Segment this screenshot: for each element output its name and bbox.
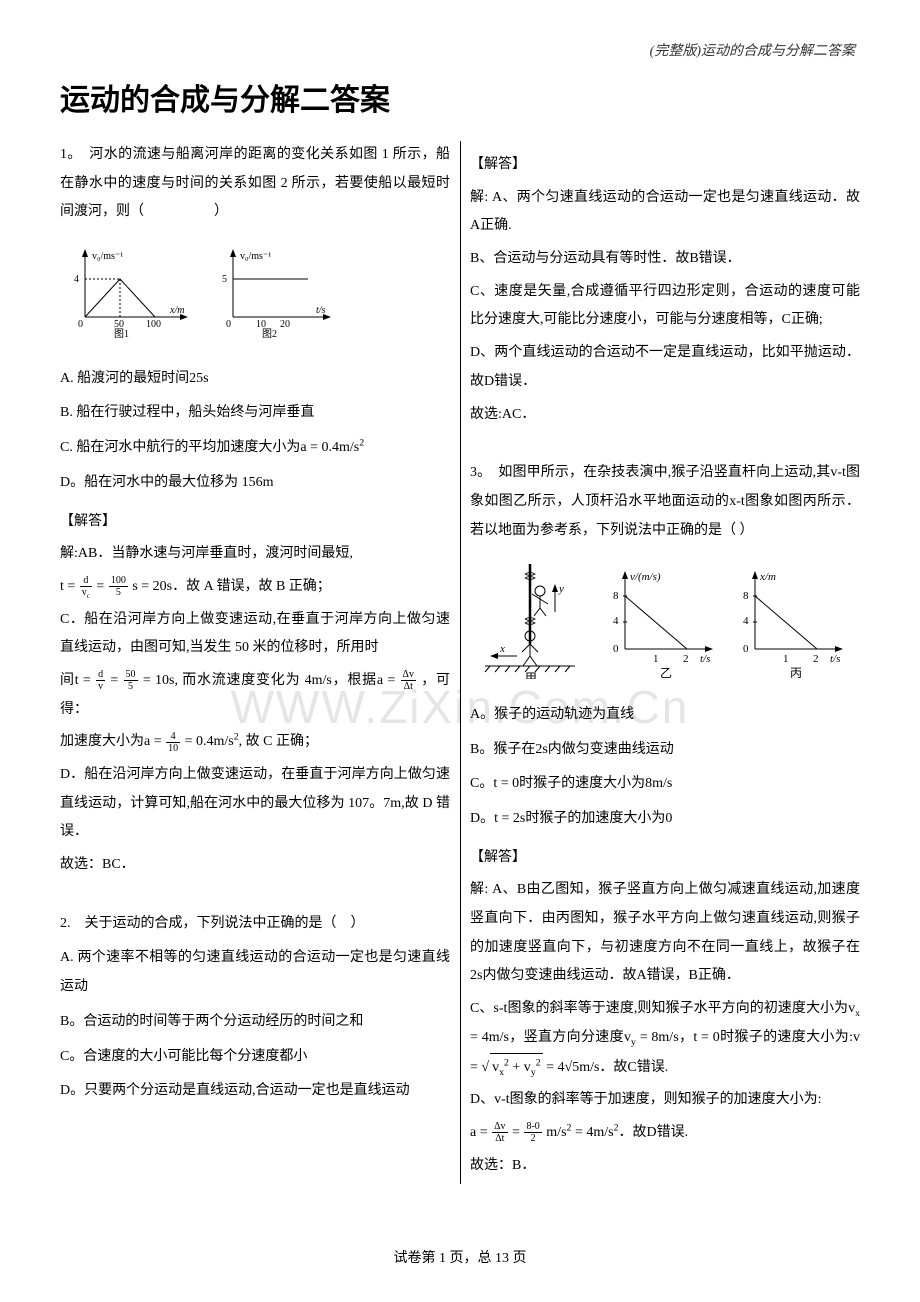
page-title: 运动的合成与分解二答案 (60, 75, 860, 119)
q1-fig2-ytick: 5 (222, 274, 227, 285)
q3-ans1: 解: A、B由乙图知，猴子竖直方向上做匀减速直线运动,加速度竖直向下．由丙图知，… (470, 876, 860, 991)
svg-text:2: 2 (683, 653, 689, 665)
q3-cap1: 甲 (525, 671, 537, 679)
q3-ans3: D、v-t图象的斜率等于加速度，则知猴子的加速度大小为: (470, 1086, 860, 1115)
q1-fig2-xlabel: t/s (316, 305, 326, 316)
svg-text:4: 4 (743, 615, 749, 627)
q3-choice-b: B。猴子在2s内做匀变速曲线运动 (470, 736, 860, 765)
svg-text:2: 2 (813, 653, 819, 665)
q2-choice-a: A. 两个速率不相等的匀速直线运动的合运动一定也是匀速直线运动 (60, 944, 450, 1001)
q1-ans7: 故选：BC． (60, 851, 450, 880)
q3-answer-label: 【解答】 (470, 844, 860, 873)
q1-choice-a: A. 船渡河的最短时间25s (60, 365, 450, 394)
q2-answer-label: 【解答】 (470, 151, 860, 180)
q1-prompt: 1。 河水的流速与船离河岸的距离的变化关系如图 1 所示，船在静水中的速度与时间… (60, 141, 450, 227)
svg-text:t/s: t/s (830, 653, 840, 665)
svg-text:8: 8 (743, 590, 749, 602)
q3-cap3: 丙 (790, 666, 802, 679)
q1-fig1-caption: 图1 (114, 328, 129, 339)
q1-graphs: v₀/ms⁻¹ 4 0 50 100 x/m 图1 v₀/ms⁻¹ 5 (60, 239, 450, 351)
svg-text:1: 1 (653, 653, 659, 665)
svg-text:0: 0 (226, 319, 231, 330)
content-columns: 1。 河水的流速与船离河岸的距离的变化关系如图 1 所示，船在静水中的速度与时间… (60, 141, 860, 1184)
q3-cap2: 乙 (660, 666, 672, 679)
q2-prompt: 2. 关于运动的合成，下列说法中正确的是（ ） (60, 910, 450, 939)
q1-ans5: 加速度大小为a = 410 = 0.4m/s2, 故 C 正确； (60, 728, 450, 757)
q3-prompt: 3。 如图甲所示，在杂技表演中,猴子沿竖直杆向上运动,其v-t图象如图乙所示，人… (470, 459, 860, 545)
q2-ans1: 解: A、两个匀速直线运动的合运动一定也是匀速直线运动．故A正确. (470, 184, 860, 241)
q3-yl2: v/(m/s) (630, 571, 661, 583)
q1-fig1-x2: 100 (146, 319, 161, 330)
svg-text:4: 4 (613, 615, 619, 627)
svg-text:8: 8 (613, 590, 619, 602)
q1-ans2: t = dvc = 1005 s = 20s．故 A 错误，故 B 正确； (60, 573, 450, 602)
q2-ans2: B、合运动与分运动具有等时性．故B错误． (470, 245, 860, 274)
q1-ans1: 解:AB．当静水速与河岸垂直时，渡河时间最短, (60, 540, 450, 569)
q2-ans5: 故选:AC． (470, 401, 860, 430)
q3-ans4: a = ΔvΔt = 8-02 m/s2 = 4m/s2．故D错误. (470, 1119, 860, 1148)
q1-ans4: 间t = dv = 505 = 10s, 而水流速度变化为 4m/s，根据a =… (60, 667, 450, 724)
q3-choice-c: C。t = 0时猴子的速度大小为8m/s (470, 770, 860, 799)
svg-text:t/s: t/s (700, 653, 710, 665)
q1-choice-b: B. 船在行驶过程中，船头始终与河岸垂直 (60, 399, 450, 428)
q3-ans2: C、s-t图象的斜率等于速度,则知猴子水平方向的初速度大小为vx = 4m/s，… (470, 995, 860, 1082)
q1-ans3: C．船在沿河岸方向上做变速运动,在垂直于河岸方向上做匀速直线运动，由图可知,当发… (60, 606, 450, 663)
q1-fig1-ylabel: v₀/ms⁻¹ (92, 251, 123, 262)
q2-choice-b: B。合运动的时间等于两个分运动经历的时间之和 (60, 1008, 450, 1037)
q1-fig2-ylabel: v₀/ms⁻¹ (240, 251, 271, 262)
q2-ans4: D、两个直线运动的合运动不一定是直线运动，比如平抛运动．故D错误． (470, 339, 860, 396)
q2-ans3: C、速度是矢量,合成遵循平行四边形定则，合运动的速度可能比分速度大,可能比分速度… (470, 278, 860, 335)
q1-choice-d: D。船在河水中的最大位移为 156m (60, 469, 450, 498)
svg-text:1: 1 (783, 653, 789, 665)
q3-graphs: y x (470, 559, 860, 691)
q1-fig1-ytick: 4 (74, 274, 79, 285)
q1-fig2-x2: 20 (280, 319, 290, 330)
q3-yl3: x/m (759, 571, 776, 583)
svg-text:0: 0 (613, 643, 619, 655)
q3-choice-d: D。t = 2s时猴子的加速度大小为0 (470, 805, 860, 834)
q1-ans6: D．船在沿河岸方向上做变速运动，在垂直于河岸方向上做匀速直线运动，计算可知,船在… (60, 761, 450, 847)
q3-choice-a: A。猴子的运动轨迹为直线 (470, 701, 860, 730)
svg-text:0: 0 (78, 319, 83, 330)
q2-choice-d: D。只要两个分运动是直线运动,合运动一定也是直线运动 (60, 1077, 450, 1106)
q3-ans5: 故选：B． (470, 1152, 860, 1181)
svg-text:0: 0 (743, 643, 749, 655)
q2-choice-c: C。合速度的大小可能比每个分速度都小 (60, 1043, 450, 1072)
svg-text:y: y (558, 583, 564, 595)
page-footer: 试卷第 1 页，总 13 页 (0, 1247, 920, 1267)
q1-answer-label: 【解答】 (60, 508, 450, 537)
svg-text:x: x (499, 643, 505, 655)
q1-choice-c: C. 船在河水中航行的平均加速度大小为a = 0.4m/s2 (60, 434, 450, 463)
header-note: (完整版)运动的合成与分解二答案 (650, 40, 855, 60)
q1-fig2-caption: 图2 (262, 328, 277, 339)
q1-fig1-xlabel: x/m (169, 305, 184, 316)
